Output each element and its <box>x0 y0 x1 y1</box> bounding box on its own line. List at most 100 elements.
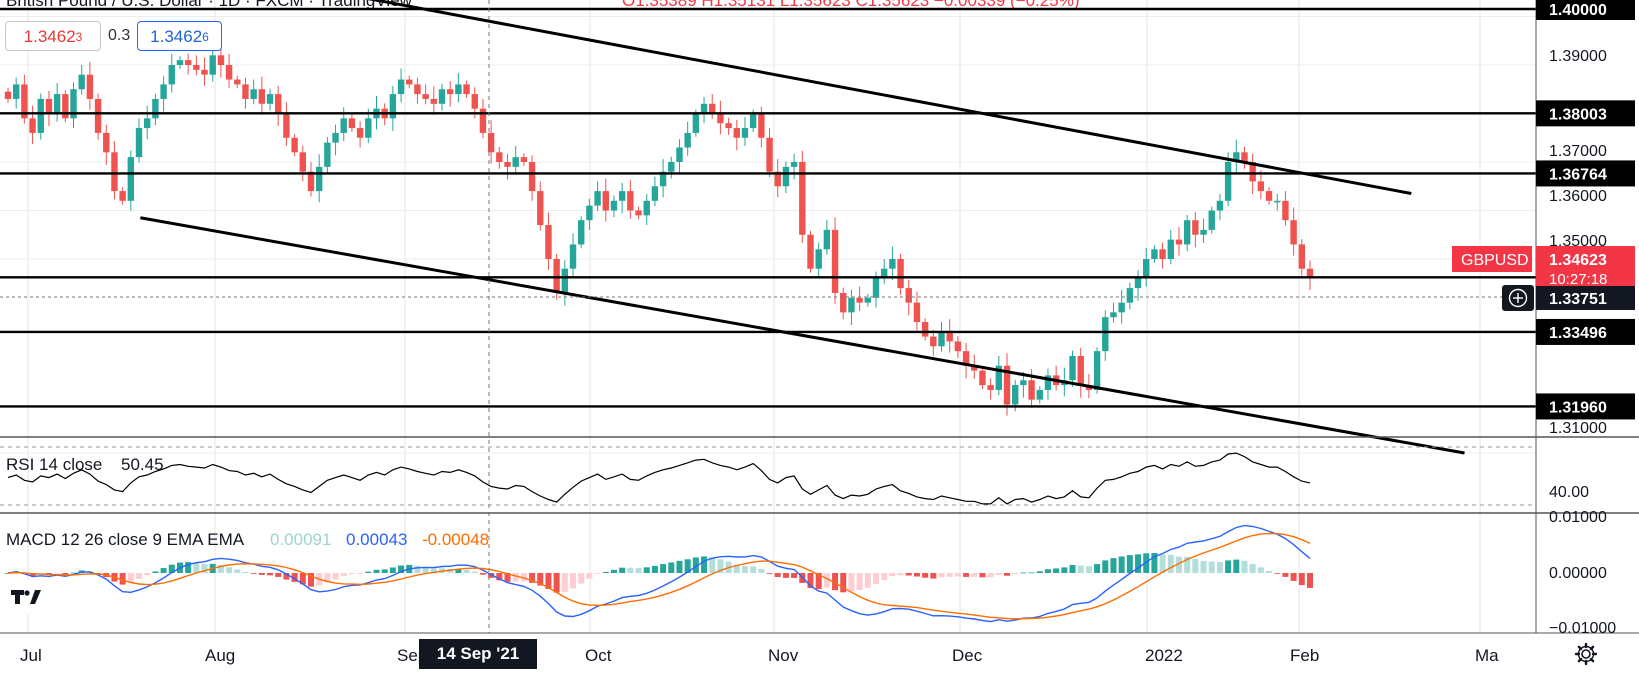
macd-bar-24 <box>201 563 208 573</box>
candle-body-37 <box>307 171 315 192</box>
macd-bar-75 <box>619 567 626 573</box>
buy-button[interactable]: 1.34626 <box>137 21 222 51</box>
macd-bar-44 <box>365 571 372 573</box>
candle-body-58 <box>479 108 487 133</box>
candle-body-53 <box>438 89 446 104</box>
candle-body-146 <box>1200 229 1207 235</box>
macd-bar-86 <box>709 557 716 573</box>
macd-bar-114 <box>938 573 945 578</box>
macd-bar-59 <box>488 573 495 578</box>
sell-button[interactable]: 1.34623 <box>5 21 101 51</box>
buy-price-main: 1.3462 <box>150 27 203 46</box>
level-label-bg-2 <box>1536 318 1635 345</box>
macd-bar-129 <box>1061 567 1068 573</box>
macd-histogram-value: 0.00091 <box>270 530 331 549</box>
macd-bar-133 <box>1094 564 1101 573</box>
candle-body-90 <box>741 128 749 138</box>
rsi-value: 50.45 <box>121 455 164 474</box>
candle-body-52 <box>430 98 438 104</box>
macd-bar-89 <box>733 564 740 573</box>
macd-bar-81 <box>668 562 675 573</box>
macd-bar-156 <box>1282 573 1289 577</box>
macd-bar-144 <box>1184 556 1191 573</box>
candle-body-115 <box>946 331 953 342</box>
macd-bar-37 <box>307 573 314 587</box>
macd-bar-140 <box>1151 552 1158 573</box>
trendline-0[interactable] <box>217 0 1412 195</box>
candle-body-148 <box>1216 200 1224 211</box>
macd-bar-128 <box>1053 568 1060 573</box>
macd-bar-90 <box>741 566 748 573</box>
macd-bar-36 <box>299 573 306 585</box>
macd-bar-127 <box>1044 569 1051 573</box>
candle-body-104 <box>856 297 863 303</box>
level-label-bg-3 <box>1536 393 1635 420</box>
macd-bar-152 <box>1249 563 1256 573</box>
candle-body-97 <box>799 162 806 235</box>
level-label-top: 1.40000 <box>1549 2 1607 19</box>
candle-body-10 <box>86 74 94 99</box>
macd-bar-148 <box>1216 562 1223 573</box>
macd-bar-149 <box>1225 560 1232 573</box>
macd-bar-56 <box>463 569 470 573</box>
macd-bar-123 <box>1012 573 1019 575</box>
add-alert-icon[interactable] <box>1508 288 1528 308</box>
time-label-3: Oct <box>585 646 612 665</box>
macd-bar-110 <box>905 573 912 576</box>
candle-body-154 <box>1265 191 1273 201</box>
candle-body-143 <box>1175 239 1183 245</box>
settings-gear-icon[interactable] <box>1573 641 1599 667</box>
macd-bar-61 <box>504 573 511 582</box>
candle-body-32 <box>266 94 274 104</box>
macd-bar-112 <box>922 573 929 578</box>
candle-body-87 <box>717 113 724 124</box>
candle-body-85 <box>700 103 708 114</box>
candle-body-35 <box>291 137 298 153</box>
macd-tick-top: 0.01000 <box>1549 509 1607 526</box>
macd-bar-6 <box>54 573 61 574</box>
candle-body-155 <box>1274 200 1281 203</box>
macd-bar-124 <box>1020 572 1027 574</box>
tradingview-logo[interactable] <box>6 580 46 614</box>
candle-body-121 <box>995 365 1003 390</box>
candle-body-6 <box>53 94 61 114</box>
macd-bar-138 <box>1135 554 1142 573</box>
macd-bar-131 <box>1077 565 1084 573</box>
candle-body-33 <box>275 94 282 114</box>
trendline-1[interactable] <box>140 216 1465 455</box>
macd-bar-147 <box>1208 561 1215 573</box>
macd-value: 0.00043 <box>346 530 407 549</box>
time-label-7: Feb <box>1290 646 1319 665</box>
candle-body-144 <box>1183 220 1191 245</box>
candle-body-24 <box>201 69 208 75</box>
candle-body-134 <box>1102 317 1109 352</box>
macd-bar-71 <box>586 573 593 579</box>
macd-bar-92 <box>758 568 765 573</box>
macd-bar-130 <box>1069 564 1076 573</box>
candle-body-105 <box>864 297 872 303</box>
candle-body-127 <box>1044 375 1052 390</box>
candle-body-98 <box>807 234 814 269</box>
price-tick-139: 1.39000 <box>1549 48 1607 65</box>
candle-body-124 <box>1020 380 1027 386</box>
candle-body-99 <box>815 249 822 269</box>
candle-body-41 <box>340 118 347 133</box>
candle-body-96 <box>790 162 798 167</box>
level-label-bg-top <box>1536 0 1635 20</box>
macd-bar-80 <box>660 564 667 573</box>
candle-body-43 <box>356 128 364 138</box>
sell-price-pip: 3 <box>75 30 83 44</box>
current-price: 1.34623 <box>1549 252 1607 269</box>
macd-bar-35 <box>291 573 298 582</box>
macd-bar-14 <box>119 573 126 585</box>
macd-tick-zero: 0.00000 <box>1549 565 1607 582</box>
bar-countdown: 10:27:18 <box>1549 271 1607 288</box>
candle-body-94 <box>774 171 781 187</box>
candle-body-76 <box>627 191 634 211</box>
macd-bar-109 <box>897 573 904 576</box>
macd-bar-94 <box>774 573 781 577</box>
macd-bar-125 <box>1028 572 1035 574</box>
macd-bar-32 <box>267 573 274 576</box>
macd-bar-106 <box>873 573 879 584</box>
